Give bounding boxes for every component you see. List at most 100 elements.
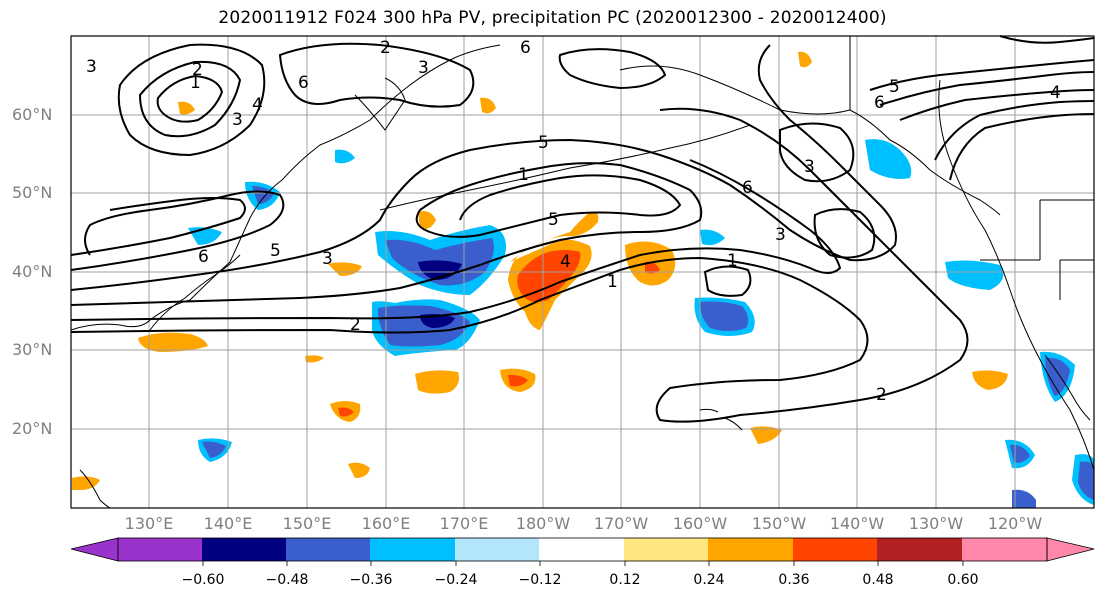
contour-label: 3 (322, 249, 333, 269)
coastline-hawaii (699, 408, 743, 431)
contour-label: 6 (298, 73, 309, 93)
pv-contours (70, 35, 1095, 423)
contour-label: 2 (192, 60, 203, 80)
colorbar-tick-label: −0.60 (181, 572, 225, 588)
lat-label: 60°N (12, 105, 53, 124)
coastline-baja (1044, 354, 1091, 421)
precip-negative-area (865, 139, 912, 179)
lon-label: 170°E (439, 514, 489, 533)
precip-positive-area (508, 374, 528, 387)
lon-label: 150°W (751, 514, 807, 533)
precip-positive-area (645, 261, 660, 274)
colorbar-swatch (624, 538, 709, 561)
precip-positive-area (798, 51, 812, 68)
pv-contour-line (703, 265, 752, 297)
colorbar-swatch (793, 538, 878, 561)
pv-contour-line (278, 42, 475, 108)
colorbar-swatch (708, 538, 794, 561)
map-frame (70, 35, 1095, 509)
precip-negative-area (1012, 489, 1036, 508)
contour-label: 3 (86, 57, 97, 77)
precip-positive-area (328, 262, 362, 276)
lat-label: 30°N (12, 340, 53, 359)
precip-negative-area (1045, 357, 1070, 396)
colorbar-swatch (877, 538, 963, 561)
precip-positive-area (178, 101, 195, 115)
pv-contour-line (949, 113, 1095, 181)
precip-negative-area (418, 260, 462, 280)
colorbar-tick-label: 0.12 (609, 572, 641, 588)
precip-positive-area (418, 211, 436, 229)
coastline-kamchatka (354, 77, 406, 131)
pv-contour-line (138, 60, 242, 138)
coastlines (70, 36, 1095, 509)
state-borders (849, 36, 1094, 300)
colorbar-swatch (202, 538, 287, 561)
precip-positive-area (348, 462, 370, 478)
colorbar-swatch (286, 538, 371, 561)
colorbar-tick-label: 0.60 (947, 572, 979, 588)
pv-contour-line (156, 74, 224, 123)
pv-contour-line (70, 44, 897, 291)
precip-negative-area (700, 229, 725, 246)
precip-negative-area (1078, 461, 1094, 500)
precip-negative-area (335, 149, 355, 164)
precip-negative-area (945, 260, 1004, 290)
contour-label: 2 (380, 38, 391, 58)
contour-label: 4 (1050, 83, 1061, 103)
pv-contour-line (869, 59, 1095, 91)
pv-contour-line (117, 43, 266, 157)
contour-label: 3 (418, 58, 429, 78)
lon-label: 130°W (908, 514, 964, 533)
contour-label: 5 (548, 210, 559, 230)
pv-contour-line (813, 208, 876, 259)
colorbar-extend-low (70, 537, 119, 562)
precip-positive-area (480, 97, 496, 114)
pv-contour-line (429, 174, 682, 238)
lon-label: 180°W (515, 514, 571, 533)
pv-contour-line (70, 190, 285, 271)
colorbar-tick-label: −0.36 (349, 572, 393, 588)
contour-label: 5 (270, 241, 281, 261)
contour-label: 1 (518, 165, 529, 185)
lat-label: 50°N (12, 183, 53, 202)
contour-label: 2 (876, 385, 887, 405)
coastline-philippines (79, 469, 111, 509)
pv-contour-line (899, 89, 1095, 121)
contour-label: 6 (874, 93, 885, 113)
precip-positive-area (750, 426, 782, 444)
lon-label: 140°E (203, 514, 253, 533)
map-title: 2020011912 F024 300 hPa PV, precipitatio… (218, 8, 887, 28)
colorbar-tick-label: −0.48 (265, 572, 309, 588)
precip-positive-area (415, 370, 459, 394)
colorbar-ticks (202, 561, 964, 566)
colorbar-swatch (962, 538, 1047, 561)
precip-negative-area (700, 301, 749, 331)
pv-contour-line (70, 159, 842, 321)
colorbar-swatch (455, 538, 540, 561)
colorbar-tick-label: 0.48 (862, 572, 894, 588)
colorbar-tick-label: 0.24 (693, 572, 725, 588)
precip-positive-area (338, 407, 354, 417)
contour-label: 2 (350, 315, 361, 335)
colorbar-swatch (539, 538, 625, 561)
coastline-alaska (619, 65, 1001, 216)
pv-contour-line (558, 48, 667, 90)
precip-positive-area (138, 332, 208, 352)
pv-contour-line (70, 162, 703, 306)
precip-positive-area (972, 370, 1008, 390)
pv-contour-line (70, 197, 246, 256)
pv-contour-line (879, 71, 1095, 106)
contour-label: 6 (198, 247, 209, 267)
lon-label: 160°W (672, 514, 728, 533)
colorbar (70, 537, 1095, 566)
contour-label: 4 (252, 95, 263, 115)
lat-label: 40°N (12, 262, 53, 281)
contour-label: 4 (560, 252, 571, 272)
precip-negative-area (252, 186, 274, 204)
contour-label: 1 (190, 73, 201, 93)
coastline-north-america (938, 79, 1095, 471)
pv-contour-line (779, 122, 855, 183)
contour-labels: 1 1 1 1 2 2 2 2 3 3 3 3 3 3 4 4 4 5 5 5 … (86, 38, 1061, 405)
